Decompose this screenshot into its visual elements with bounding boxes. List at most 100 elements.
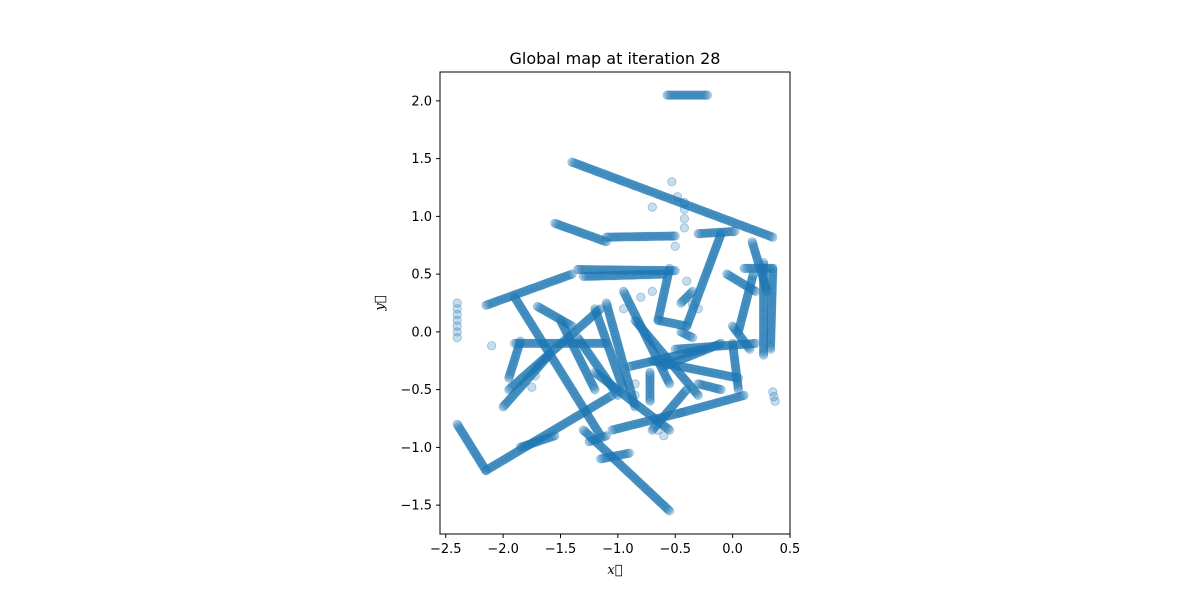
data-point [591, 166, 601, 176]
data-point [598, 271, 608, 281]
data-point [742, 292, 752, 303]
data-point [584, 436, 594, 447]
data-point [595, 338, 605, 348]
data-point [677, 320, 687, 330]
track-19 [481, 390, 617, 476]
data-point [458, 429, 468, 439]
data-point [738, 279, 748, 289]
data-point [739, 305, 749, 315]
data-point [526, 338, 536, 348]
data-point [462, 435, 472, 446]
data-point [484, 299, 494, 309]
data-point [596, 454, 606, 464]
data-point [619, 390, 629, 400]
data-point [680, 406, 691, 417]
data-point [758, 300, 769, 311]
data-point [664, 425, 675, 435]
data-point [665, 231, 676, 241]
data-point [699, 401, 709, 411]
data-point [701, 228, 711, 238]
data-point [593, 338, 603, 348]
data-point [596, 397, 606, 407]
data-point [687, 332, 698, 343]
data-point [579, 338, 589, 348]
data-point [599, 445, 610, 455]
track-17 [727, 321, 755, 354]
data-point [630, 402, 640, 412]
data-point [569, 338, 579, 348]
data-point [511, 447, 521, 458]
data-point [564, 416, 575, 426]
data-point [620, 464, 630, 474]
data-point [556, 273, 567, 283]
data-point [766, 328, 776, 338]
data-point [685, 311, 696, 321]
data-point [697, 90, 708, 100]
data-point [575, 398, 586, 408]
data-point [485, 463, 495, 473]
data-point [708, 210, 718, 220]
data-point [532, 437, 542, 447]
data-point [556, 315, 566, 325]
data-point [576, 321, 586, 331]
data-point [567, 321, 577, 331]
data-point [528, 368, 538, 378]
data-point [699, 228, 710, 238]
data-point [668, 410, 678, 420]
data-point [748, 269, 758, 279]
data-point [536, 433, 546, 443]
data-point [511, 378, 521, 388]
data-point [662, 411, 672, 421]
data-point [672, 90, 682, 100]
data-point [713, 236, 724, 246]
data-point [629, 265, 639, 275]
data-point [554, 314, 565, 324]
data-point [654, 310, 664, 321]
data-point [688, 305, 698, 315]
data-point [534, 358, 544, 368]
data-point [517, 338, 528, 348]
data-point [616, 450, 627, 460]
data-point [537, 337, 548, 347]
data-point [588, 418, 598, 429]
data-point [565, 334, 575, 344]
data-point [526, 284, 536, 294]
data-point [553, 422, 564, 432]
data-point [506, 367, 516, 377]
data-point [542, 344, 552, 354]
data-point [685, 312, 695, 322]
data-point [510, 379, 520, 389]
data-point [530, 437, 540, 447]
data-point [745, 280, 756, 290]
data-point [645, 415, 655, 426]
data-point [697, 206, 708, 216]
data-point [527, 438, 538, 448]
data-point [767, 271, 778, 281]
data-point [573, 411, 583, 421]
data-point [590, 305, 601, 315]
data-point [455, 425, 466, 435]
data-point [676, 408, 686, 418]
data-point [644, 269, 654, 280]
data-point [736, 314, 747, 324]
data-point [592, 338, 602, 348]
data-point [597, 265, 607, 275]
data-point [733, 276, 743, 286]
data-point [726, 216, 736, 227]
data-point [704, 260, 715, 270]
data-point [682, 200, 693, 210]
data-point [700, 207, 710, 217]
data-point [621, 465, 632, 476]
data-point [583, 347, 593, 357]
data-point [602, 271, 613, 281]
data-point [605, 379, 615, 389]
data-point [515, 336, 525, 346]
data-point [572, 393, 582, 403]
data-point [656, 231, 666, 241]
data-point [513, 342, 524, 352]
data-point [612, 457, 622, 467]
data-point [724, 394, 734, 405]
track-21 [498, 350, 554, 412]
data-point [601, 170, 612, 180]
data-point [606, 381, 617, 391]
